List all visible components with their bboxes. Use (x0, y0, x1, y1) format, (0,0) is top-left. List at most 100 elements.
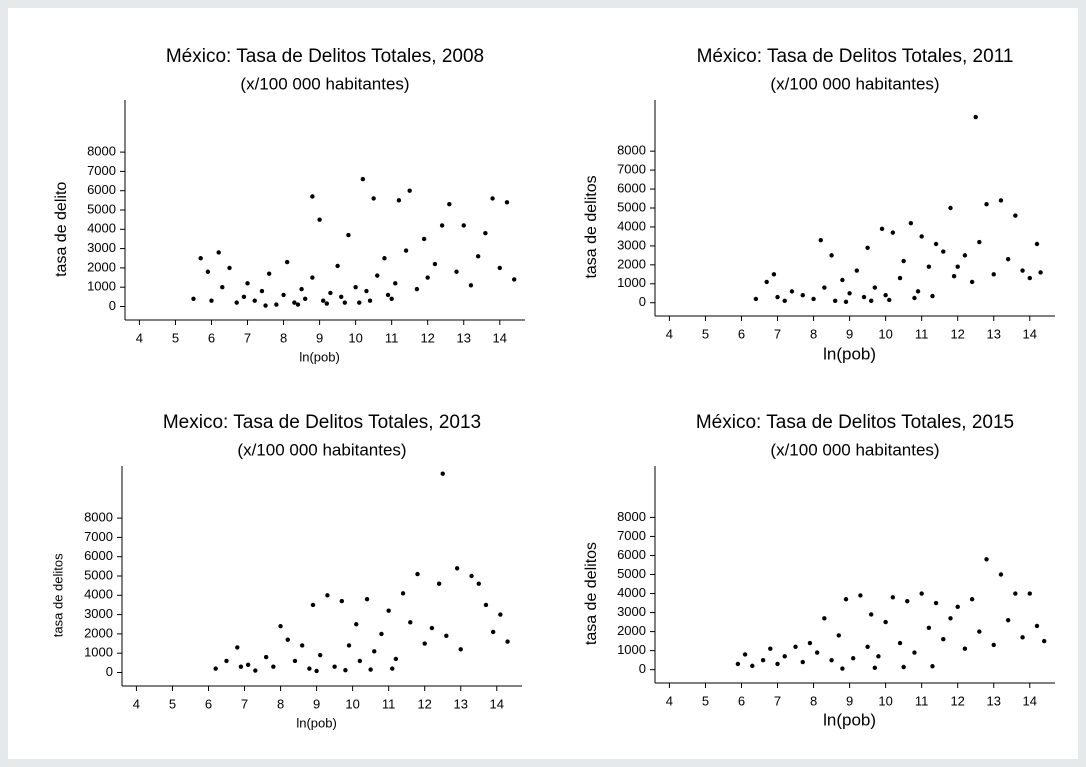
y-tick-label: 0 (109, 298, 116, 313)
x-tick-label: 9 (316, 330, 323, 345)
y-tick-label: 1000 (84, 645, 113, 660)
point (339, 294, 344, 300)
point (458, 647, 463, 652)
point (390, 666, 395, 671)
point (436, 581, 442, 586)
point (367, 298, 373, 303)
point (775, 294, 780, 300)
x-tick-label: 12 (950, 326, 964, 341)
point (847, 291, 852, 296)
point (869, 612, 874, 617)
point (768, 646, 773, 651)
point (951, 274, 957, 279)
point (407, 188, 412, 193)
point (854, 268, 860, 273)
point (750, 663, 755, 669)
point (933, 241, 939, 247)
point (263, 654, 269, 660)
point (310, 275, 315, 280)
x-tick-label: 7 (774, 693, 781, 708)
y-tick-label: 8000 (617, 143, 646, 158)
point (998, 198, 1004, 203)
point (782, 654, 787, 659)
point (869, 298, 874, 304)
x-tick-label: 8 (810, 326, 817, 341)
point (335, 263, 340, 269)
y-tick-label: 8000 (87, 144, 116, 159)
point (753, 296, 759, 302)
point (840, 666, 845, 671)
point (901, 258, 906, 264)
point (969, 279, 975, 285)
point (926, 625, 932, 630)
y-axis-label: tasa de delitos (583, 542, 600, 645)
point (876, 654, 881, 659)
point (1005, 617, 1011, 623)
point (295, 302, 301, 307)
point (386, 608, 391, 613)
point (343, 667, 348, 673)
point (213, 666, 218, 671)
point (371, 196, 376, 201)
point (342, 300, 348, 305)
point (234, 300, 239, 305)
point (332, 664, 337, 669)
chart-subtitle: (x/100 000 habitantes) (240, 74, 409, 93)
x-tick-label: 6 (738, 326, 745, 341)
point (375, 273, 380, 278)
point (360, 176, 366, 182)
x-tick-label: 13 (454, 696, 468, 711)
point (241, 294, 247, 300)
point (807, 640, 813, 646)
y-tick-label: 7000 (617, 162, 646, 177)
point (930, 293, 935, 299)
x-tick-label: 4 (133, 696, 140, 711)
point (393, 656, 399, 662)
point (897, 275, 903, 281)
point (454, 566, 460, 571)
point (760, 657, 766, 663)
point (310, 602, 316, 608)
point (1013, 213, 1018, 218)
x-tick-label: 9 (846, 326, 853, 341)
point (476, 581, 481, 586)
x-tick-label: 13 (457, 330, 471, 345)
x-axis-label: ln(pob) (299, 349, 339, 364)
point (822, 616, 827, 621)
point (497, 265, 502, 271)
y-tick-label: 2000 (87, 259, 116, 274)
point (490, 196, 495, 201)
point (408, 620, 413, 625)
point (354, 622, 359, 627)
y-tick-label: 0 (639, 661, 646, 676)
y-axis-label: tasa de delitos (583, 175, 600, 278)
point (887, 297, 892, 303)
x-tick-label: 13 (987, 326, 1001, 341)
x-tick-label: 10 (878, 693, 892, 708)
point (991, 272, 996, 277)
y-tick-label: 7000 (617, 528, 646, 543)
y-tick-label: 4000 (84, 587, 113, 602)
chart-title: México: Tasa de Delitos Totales, 2011 (697, 46, 1014, 67)
point (299, 286, 304, 292)
y-tick-label: 3000 (617, 237, 646, 252)
point (414, 286, 420, 292)
point (1034, 241, 1040, 247)
x-tick-label: 14 (490, 696, 504, 711)
x-tick-label: 12 (420, 330, 434, 345)
point (440, 471, 445, 476)
point (782, 298, 787, 304)
x-tick-label: 8 (280, 330, 287, 345)
point (905, 598, 910, 604)
point (364, 596, 370, 602)
point (379, 631, 384, 637)
x-tick-label: 12 (950, 693, 964, 708)
point (915, 289, 921, 294)
y-tick-label: 8000 (84, 510, 113, 525)
point (259, 288, 265, 294)
point (483, 602, 489, 608)
point (317, 652, 323, 658)
y-tick-label: 6000 (617, 180, 646, 195)
point (400, 591, 406, 596)
